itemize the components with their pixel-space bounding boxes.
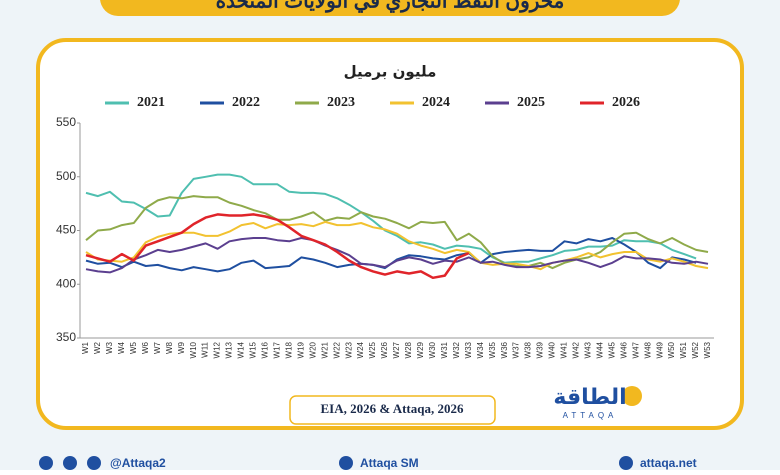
x-tick-label: W34 xyxy=(476,341,485,358)
x-tick-label: W37 xyxy=(512,341,521,358)
unit-title: مليون برميل xyxy=(344,63,437,81)
x-tick-label: W9 xyxy=(177,341,186,354)
x-tick-label: W33 xyxy=(464,341,473,358)
x-tick-label: W10 xyxy=(189,341,198,358)
x-tick-label: W2 xyxy=(93,341,102,354)
series-line xyxy=(85,237,709,274)
x-tick-label: W43 xyxy=(584,341,593,358)
x-tick-label: W7 xyxy=(153,341,162,354)
x-tick-label: W20 xyxy=(308,341,317,358)
x-tick-label: W19 xyxy=(296,341,305,358)
logo-latin: ATTAQA xyxy=(563,411,618,420)
footer-web: attaqa.net xyxy=(640,456,697,470)
x-tick-label: W8 xyxy=(165,341,174,354)
x-tick-label: W15 xyxy=(249,341,258,358)
x-tick-label: W22 xyxy=(332,341,341,358)
y-tick-label: 400 xyxy=(56,276,76,290)
x-tick-label: W50 xyxy=(667,341,676,358)
x-tick-label: W30 xyxy=(428,341,437,358)
y-tick-label: 500 xyxy=(56,169,76,183)
source-box xyxy=(289,395,496,425)
x-tick-label: W38 xyxy=(524,341,533,358)
x-tick-label: W52 xyxy=(691,341,700,358)
x-tick-label: W5 xyxy=(129,341,138,354)
source: EIA, 2026 & Attaqa, 2026 xyxy=(320,401,464,416)
x-tick-label: W28 xyxy=(404,341,413,358)
x-tick-label: W49 xyxy=(655,341,664,358)
footer-handle: @Attaqa2 xyxy=(110,456,166,470)
x-tick-label: W24 xyxy=(356,341,365,358)
youtube-icon xyxy=(339,456,353,470)
legend-label: 2026 xyxy=(612,95,640,110)
series-line xyxy=(85,195,709,270)
x-tick-label: W4 xyxy=(117,341,126,354)
banner-box xyxy=(100,0,680,16)
x-tick-label: W44 xyxy=(595,341,604,358)
logo-arabic: الطاقة xyxy=(553,385,626,410)
x-tick-label: W6 xyxy=(141,341,150,354)
x-tick-label: W23 xyxy=(344,341,353,358)
x-tick-label: W18 xyxy=(284,341,293,358)
x-tick-label: W16 xyxy=(261,341,270,358)
x-tick-label: W42 xyxy=(572,341,581,358)
x-tick-label: W1 xyxy=(81,341,90,354)
y-tick-label: 450 xyxy=(56,223,76,237)
facebook-icon xyxy=(87,456,101,470)
x-tick-label: W41 xyxy=(560,341,569,358)
x-tick-label: W39 xyxy=(536,341,545,358)
x-tick-label: W32 xyxy=(452,341,461,358)
x-tick-label: W11 xyxy=(201,341,210,357)
x-tick-label: W27 xyxy=(392,341,401,358)
y-tick-label: 550 xyxy=(56,115,76,129)
x-tick-label: W51 xyxy=(679,341,688,358)
x-tick-label: W45 xyxy=(607,341,616,358)
x-tick-label: W26 xyxy=(380,341,389,358)
series-line xyxy=(85,220,709,271)
x-tick-label: W21 xyxy=(320,341,329,358)
x-tick-label: W48 xyxy=(643,341,652,358)
legend-label: 2024 xyxy=(422,95,450,110)
x-tick-label: W14 xyxy=(237,341,246,358)
series-line xyxy=(85,213,470,280)
legend-label: 2022 xyxy=(232,95,260,110)
banner-title: مخزون النفط التجاري في الولايات المتحدة xyxy=(216,0,565,13)
x-tick-label: W12 xyxy=(213,341,222,358)
card xyxy=(36,38,744,430)
x-icon xyxy=(39,456,53,470)
web-icon xyxy=(619,456,633,470)
x-tick-label: W35 xyxy=(488,341,497,358)
x-tick-label: W47 xyxy=(631,341,640,358)
series-line xyxy=(85,173,697,264)
x-tick-label: W3 xyxy=(105,341,114,354)
footer-youtube: Attaqa SM xyxy=(360,456,419,470)
y-tick-label: 350 xyxy=(56,330,76,344)
x-tick-label: W25 xyxy=(368,341,377,358)
legend-label: 2021 xyxy=(137,95,165,110)
x-tick-label: W46 xyxy=(619,341,628,358)
x-tick-label: W13 xyxy=(225,341,234,358)
logo-icon xyxy=(622,386,642,406)
x-tick-label: W40 xyxy=(548,341,557,358)
legend-label: 2025 xyxy=(517,95,545,110)
x-tick-label: W17 xyxy=(272,341,281,358)
legend-label: 2023 xyxy=(327,95,355,110)
instagram-icon xyxy=(63,456,77,470)
x-tick-label: W36 xyxy=(500,341,509,358)
x-tick-label: W29 xyxy=(416,341,425,358)
x-tick-label: W31 xyxy=(440,341,449,358)
x-tick-label: W53 xyxy=(703,341,712,358)
